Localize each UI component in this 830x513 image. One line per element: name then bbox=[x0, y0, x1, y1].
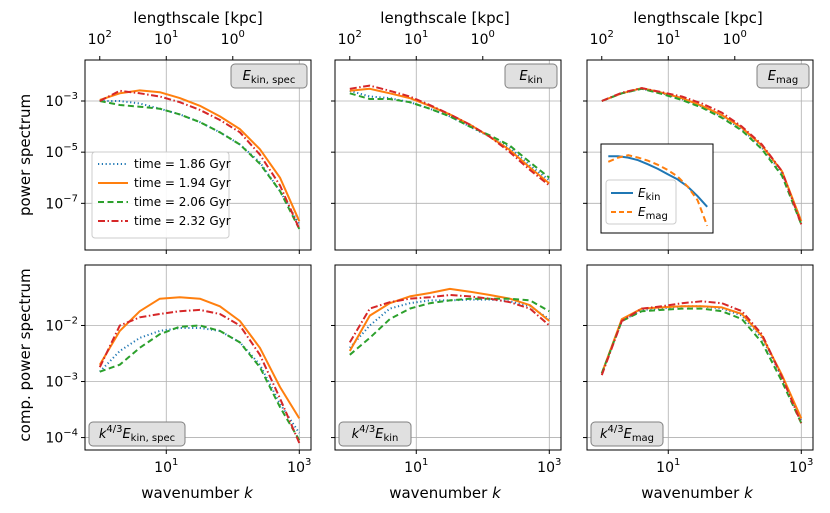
panel-1-1: 102 101 100 10−3 10−5 10−7 Ekin, spec bbox=[45, 29, 312, 254]
series-line-4 bbox=[349, 84, 550, 187]
inset-line-1 bbox=[608, 155, 708, 208]
y-tick-label: 10−3 bbox=[45, 372, 78, 391]
axes-frame bbox=[334, 59, 562, 251]
badge-label: Ekin, spec bbox=[243, 69, 296, 86]
y-tick-label: 10−3 bbox=[45, 91, 78, 110]
panel-2-3: 101 103 k4/3Emag bbox=[583, 264, 814, 476]
y-axis-label-top: power spectrum bbox=[16, 94, 34, 216]
series-line-3 bbox=[99, 100, 301, 230]
series-line-1 bbox=[99, 100, 301, 225]
badge-box bbox=[88, 421, 186, 447]
top-tick-label: 102 bbox=[590, 29, 614, 48]
legend: time = 1.86 Gyr time = 1.94 Gyr time = 2.0… bbox=[91, 151, 231, 239]
series-line-3 bbox=[349, 92, 550, 179]
badge-box bbox=[756, 63, 810, 89]
y-tick-label: 10−2 bbox=[45, 315, 78, 334]
x-tick-label: 101 bbox=[656, 457, 680, 476]
series-line-3 bbox=[99, 324, 301, 441]
x-axis-label-2: wavenumber k bbox=[389, 484, 502, 502]
inset: Ekin Emag bbox=[600, 143, 714, 234]
top-axis-label-1: lengthscale [kpc] bbox=[133, 9, 262, 27]
series-line-4 bbox=[99, 89, 301, 230]
legend-label-3: time = 2.06 Gyr bbox=[134, 195, 231, 209]
y-axis-label-bottom: comp. power spectrum bbox=[16, 268, 34, 441]
series-line-4 bbox=[98, 308, 301, 444]
top-tick-label: 100 bbox=[471, 29, 495, 48]
series-line-3 bbox=[600, 307, 803, 424]
panel-badge: Emag bbox=[756, 63, 810, 89]
series-line-2 bbox=[98, 296, 301, 419]
badge-box bbox=[504, 63, 558, 89]
y-tick-label: 10−5 bbox=[45, 142, 78, 161]
inset-line-2 bbox=[607, 154, 709, 227]
x-tick-label: 103 bbox=[789, 457, 813, 476]
x-axis-label-1: wavenumber k bbox=[141, 484, 254, 502]
legend-label-4: time = 2.32 Gyr bbox=[134, 214, 231, 228]
badge-box bbox=[338, 421, 412, 447]
x-tick-label: 101 bbox=[154, 457, 178, 476]
x-tick-label: 101 bbox=[404, 457, 428, 476]
top-tick-label: 101 bbox=[154, 29, 178, 48]
series-line-3 bbox=[601, 87, 803, 225]
axes-frame bbox=[84, 264, 312, 451]
panel-badge: k4/3Emag bbox=[590, 421, 664, 447]
badge-label: k4/3Ekin, spec bbox=[99, 424, 175, 444]
top-tick-label: 102 bbox=[338, 29, 362, 48]
legend-box bbox=[91, 151, 230, 239]
series-line-2 bbox=[348, 287, 550, 352]
axes-frame bbox=[334, 264, 562, 451]
inset-legend-label-2: Emag bbox=[638, 205, 668, 222]
top-tick-label: 101 bbox=[404, 29, 428, 48]
panel-1-2: 102 101 100 Ekin bbox=[331, 29, 562, 254]
top-axis-label-3: lengthscale [kpc] bbox=[633, 9, 762, 27]
panel-badge: Ekin, spec bbox=[230, 63, 308, 89]
x-tick-label: 103 bbox=[287, 457, 311, 476]
x-tick-label: 103 bbox=[537, 457, 561, 476]
panel-2-1: 101 103 10−2 10−3 10−4 k4/3Ekin, spec bbox=[45, 264, 312, 476]
series-line-3 bbox=[349, 297, 550, 356]
badge-box bbox=[590, 421, 664, 447]
badge-label: Emag bbox=[768, 69, 798, 86]
inset-legend-label-1: Ekin bbox=[638, 186, 661, 203]
legend-label-1: time = 1.86 Gyr bbox=[134, 157, 231, 171]
panel-badge: k4/3Ekin bbox=[338, 421, 412, 447]
y-tick-label: 10−7 bbox=[45, 193, 78, 212]
badge-label: Ekin bbox=[519, 69, 542, 86]
badge-box bbox=[230, 63, 308, 89]
top-tick-label: 102 bbox=[88, 29, 112, 48]
panel-2-2: 101 103 k4/3Ekin bbox=[331, 264, 562, 476]
series-line-2 bbox=[99, 89, 301, 222]
panel-badge: k4/3Ekin, spec bbox=[88, 421, 186, 447]
axes-frame bbox=[84, 59, 312, 251]
axes-frame bbox=[586, 59, 814, 251]
legend-label-2: time = 1.94 Gyr bbox=[134, 176, 231, 190]
top-tick-label: 101 bbox=[656, 29, 680, 48]
axes-frame bbox=[586, 264, 814, 451]
panel-badge: Ekin bbox=[504, 63, 558, 89]
x-axis-label-3: wavenumber k bbox=[641, 484, 754, 502]
top-axis-label-2: lengthscale [kpc] bbox=[380, 9, 509, 27]
panel-1-3: 102 101 100 Emag bbox=[583, 29, 814, 254]
y-tick-label: 10−4 bbox=[45, 428, 78, 447]
series-line-1 bbox=[99, 327, 301, 434]
series-line-4 bbox=[601, 87, 803, 225]
top-tick-label: 100 bbox=[221, 29, 245, 48]
series-line-4 bbox=[600, 300, 803, 424]
series-line-2 bbox=[349, 87, 550, 185]
badge-label: k4/3Emag bbox=[600, 424, 654, 444]
inset-legend: Ekin Emag bbox=[605, 179, 677, 225]
top-tick-label: 100 bbox=[723, 29, 747, 48]
badge-label: k4/3Ekin bbox=[352, 424, 399, 444]
